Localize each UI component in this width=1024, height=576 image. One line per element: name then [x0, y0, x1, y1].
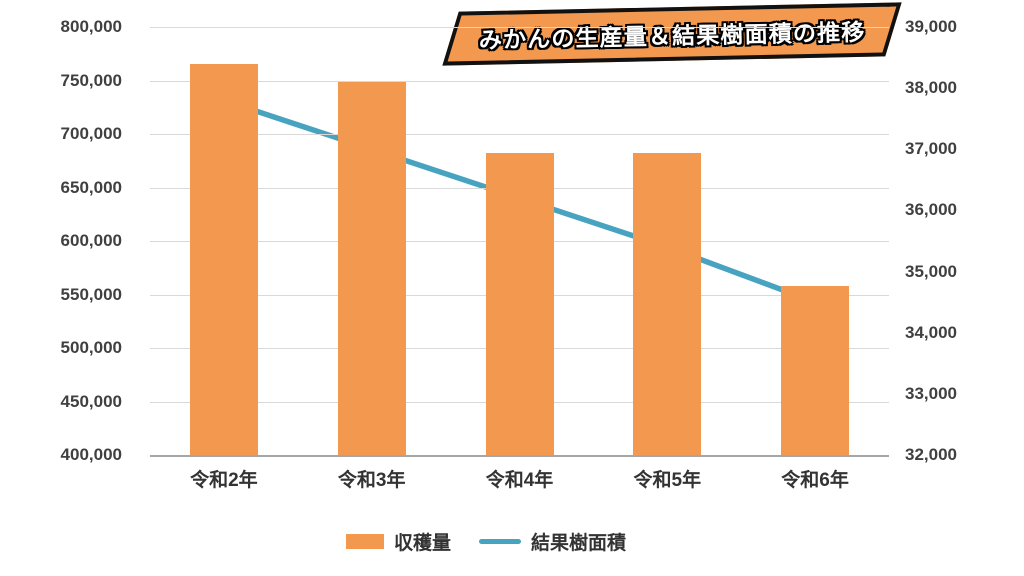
bar — [781, 285, 850, 455]
bar — [189, 64, 258, 455]
right-axis-tick-label: 34,000 — [905, 322, 957, 342]
right-axis-tick-label: 35,000 — [905, 261, 957, 281]
left-axis-tick-label: 650,000 — [60, 177, 122, 197]
x-axis-category-label: 令和5年 — [633, 470, 702, 491]
right-axis-tick-label: 38,000 — [905, 78, 957, 98]
x-axis-line — [150, 455, 889, 457]
gridline — [150, 80, 889, 82]
left-axis-tick-label: 450,000 — [60, 391, 122, 411]
right-axis: 39,000 38,000 37,000 36,000 35,000 34,000 33,0… — [899, 17, 1019, 464]
left-axis: 800,000 750,000 700,000 650,000 600,000 550,0… — [0, 17, 122, 464]
right-axis-tick-label: 39,000 — [905, 17, 957, 36]
left-axis-tick-label: 700,000 — [60, 124, 122, 143]
right-axis-tick-label: 32,000 — [905, 445, 957, 464]
x-axis-category-label: 令和2年 — [190, 470, 258, 491]
plot-area — [150, 27, 889, 457]
x-axis: 令和2年 令和3年 令和4年 令和5年 令和6年 — [150, 465, 889, 493]
bar — [485, 153, 554, 455]
legend-line-swatch — [479, 538, 521, 544]
legend-item: 収穫量 — [345, 528, 451, 555]
right-axis-tick-label: 37,000 — [905, 139, 957, 159]
right-axis-tick-label: 33,000 — [905, 383, 957, 403]
legend-label: 収穫量 — [393, 532, 451, 554]
legend-item: 結果樹面積 — [479, 528, 626, 555]
right-axis-tick-label: 36,000 — [905, 200, 957, 220]
x-axis-category-label: 令和4年 — [485, 470, 554, 491]
x-axis-category-label: 令和6年 — [781, 470, 849, 491]
legend-label: 結果樹面積 — [531, 532, 627, 554]
left-axis-tick-label: 500,000 — [60, 338, 122, 357]
left-axis-tick-label: 400,000 — [60, 445, 122, 464]
legend-bar-swatch — [345, 533, 384, 549]
bar — [633, 153, 702, 455]
bar — [337, 81, 406, 455]
gridline — [150, 27, 889, 28]
left-axis-tick-label: 550,000 — [60, 284, 122, 304]
left-axis-tick-label: 750,000 — [60, 70, 122, 90]
left-axis-tick-label: 600,000 — [60, 231, 122, 250]
gridline — [150, 134, 889, 135]
legend: 収穫量 結果樹面積 — [0, 523, 998, 559]
x-axis-category-label: 令和3年 — [337, 470, 406, 491]
left-axis-tick-label: 800,000 — [60, 17, 122, 36]
